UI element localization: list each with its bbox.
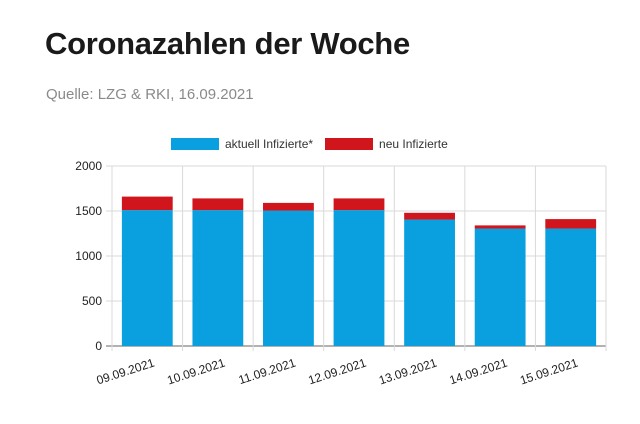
bar-aktuell-infizierte <box>121 210 173 346</box>
y-tick-label: 0 <box>95 339 102 353</box>
legend-label-neu: neu Infizierte <box>379 137 448 151</box>
bar-aktuell-infizierte <box>474 228 526 346</box>
bar-neu-infizierte <box>121 196 173 211</box>
x-tick-label: 15.09.2021 <box>518 355 580 387</box>
x-tick-label: 10.09.2021 <box>165 355 227 387</box>
y-tick-label: 1000 <box>75 249 102 263</box>
y-tick-label: 500 <box>82 294 102 308</box>
legend-swatch-aktuell <box>171 138 219 150</box>
legend-item-neu: neu Infizierte <box>325 137 448 151</box>
bar-aktuell-infizierte <box>545 228 597 346</box>
bar-neu-infizierte <box>192 198 244 211</box>
bar-neu-infizierte <box>545 219 597 229</box>
x-tick-label: 11.09.2021 <box>237 355 298 387</box>
y-tick-label: 1500 <box>75 204 102 218</box>
y-tick-label: 2000 <box>75 159 102 173</box>
x-tick-label: 09.09.2021 <box>95 355 157 387</box>
bar-neu-infizierte <box>263 202 314 211</box>
legend: aktuell Infizierte* neu Infizierte <box>171 137 460 151</box>
chart-title: Coronazahlen der Woche <box>45 26 410 61</box>
bar-aktuell-infizierte <box>404 219 455 346</box>
legend-swatch-neu <box>325 138 374 150</box>
bar-neu-infizierte <box>404 212 455 220</box>
x-tick-label: 13.09.2021 <box>377 355 439 387</box>
x-tick-label: 14.09.2021 <box>448 355 510 387</box>
bar-neu-infizierte <box>474 225 526 229</box>
source-caption: Quelle: LZG & RKI, 16.09.2021 <box>46 86 254 103</box>
x-tick-label: 12.09.2021 <box>306 355 368 387</box>
bar-aktuell-infizierte <box>263 210 314 346</box>
bar-aktuell-infizierte <box>333 210 385 346</box>
legend-item-aktuell: aktuell Infizierte* <box>171 137 313 151</box>
bar-neu-infizierte <box>333 198 385 211</box>
bar-aktuell-infizierte <box>192 210 244 346</box>
legend-label-aktuell: aktuell Infizierte* <box>225 137 314 151</box>
